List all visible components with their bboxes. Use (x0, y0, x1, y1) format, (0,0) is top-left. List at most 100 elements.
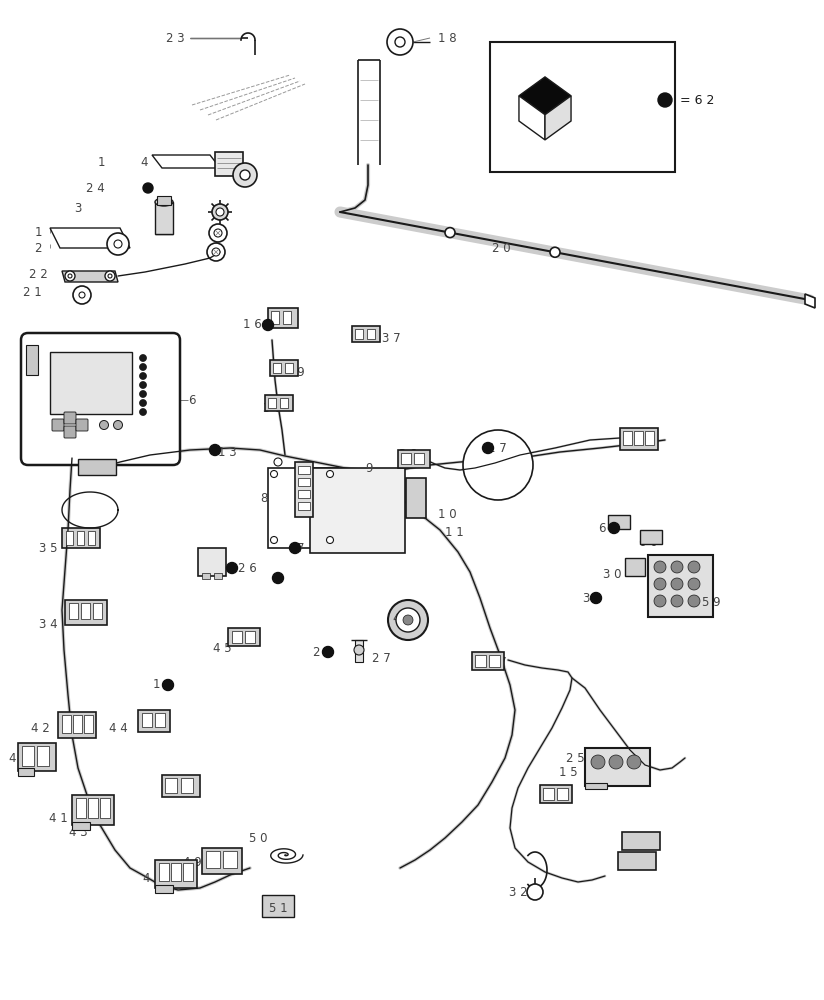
Circle shape (139, 355, 147, 361)
Circle shape (274, 458, 282, 466)
Circle shape (143, 183, 153, 193)
Text: 1 4: 1 4 (153, 678, 172, 692)
Circle shape (105, 271, 115, 281)
Bar (76, 798, 86, 818)
Polygon shape (805, 294, 815, 308)
Bar (648, 555, 713, 617)
Circle shape (209, 444, 221, 456)
Bar (608, 515, 630, 529)
Bar (406, 478, 426, 518)
Circle shape (79, 292, 85, 298)
Circle shape (658, 93, 672, 107)
Circle shape (654, 578, 666, 590)
Bar (283, 311, 291, 324)
Bar (183, 863, 193, 881)
Circle shape (396, 608, 420, 632)
Bar (81, 603, 90, 619)
Circle shape (322, 647, 334, 658)
Circle shape (387, 29, 413, 55)
Circle shape (688, 561, 700, 573)
Circle shape (403, 615, 413, 625)
Circle shape (139, 372, 147, 379)
FancyBboxPatch shape (64, 426, 76, 438)
Text: 3 4: 3 4 (40, 618, 58, 632)
Ellipse shape (155, 198, 173, 206)
Circle shape (671, 595, 683, 607)
Bar (155, 885, 173, 893)
Polygon shape (519, 96, 545, 140)
Bar (159, 863, 169, 881)
Circle shape (591, 593, 601, 603)
Text: 1 3: 1 3 (218, 446, 236, 458)
Bar (232, 631, 242, 643)
Text: 1: 1 (97, 155, 105, 168)
Bar (401, 453, 411, 464)
Circle shape (270, 471, 278, 478)
Circle shape (326, 471, 334, 478)
Circle shape (139, 399, 147, 406)
Bar (37, 746, 49, 766)
Bar (585, 783, 607, 789)
Text: 2 7: 2 7 (372, 652, 391, 664)
Bar (228, 628, 260, 646)
Text: 3 8: 3 8 (400, 448, 418, 462)
Bar (620, 428, 658, 450)
Bar (270, 360, 298, 376)
Circle shape (483, 442, 494, 454)
Bar (88, 531, 95, 545)
Text: 3 9: 3 9 (638, 432, 657, 444)
Circle shape (326, 536, 334, 544)
Circle shape (270, 536, 278, 544)
Circle shape (240, 170, 250, 180)
Bar (640, 530, 662, 544)
Bar (398, 450, 430, 468)
Text: 5 4: 5 4 (540, 792, 558, 804)
Circle shape (163, 680, 173, 690)
Bar (214, 573, 222, 579)
Text: 4 2: 4 2 (31, 722, 50, 734)
Text: 2 2: 2 2 (29, 268, 48, 282)
Bar (490, 42, 675, 172)
Bar (268, 468, 338, 548)
Bar (285, 363, 293, 373)
Bar (88, 798, 98, 818)
Bar (181, 778, 193, 793)
Text: = 6 2: = 6 2 (680, 94, 714, 106)
Text: 2 4: 2 4 (87, 182, 105, 194)
Circle shape (609, 755, 623, 769)
Circle shape (139, 390, 147, 397)
Circle shape (233, 163, 257, 187)
Text: 2 8: 2 8 (313, 646, 332, 658)
Circle shape (671, 578, 683, 590)
Circle shape (68, 274, 72, 278)
Bar (155, 713, 165, 727)
Bar (265, 395, 293, 411)
Bar (100, 798, 110, 818)
Bar (352, 326, 380, 342)
Text: 2 5: 2 5 (566, 752, 585, 764)
Text: 5 0: 5 0 (250, 832, 268, 844)
Text: 1 5: 1 5 (559, 766, 578, 778)
Bar (623, 431, 632, 445)
FancyBboxPatch shape (52, 419, 64, 431)
Circle shape (273, 572, 283, 584)
Circle shape (65, 271, 75, 281)
Bar (77, 531, 84, 545)
Circle shape (139, 363, 147, 370)
Text: 4 9: 4 9 (183, 856, 202, 868)
Circle shape (527, 884, 543, 900)
Circle shape (227, 562, 237, 574)
Circle shape (162, 680, 174, 690)
Bar (72, 822, 90, 830)
Bar (142, 713, 152, 727)
Bar (557, 788, 568, 800)
FancyBboxPatch shape (21, 333, 180, 465)
Text: 3: 3 (75, 202, 82, 215)
Bar (280, 398, 288, 408)
Bar (58, 712, 96, 738)
Bar (198, 548, 226, 576)
Circle shape (263, 320, 274, 330)
Bar (310, 468, 405, 553)
Bar (271, 311, 279, 324)
Circle shape (354, 645, 364, 655)
